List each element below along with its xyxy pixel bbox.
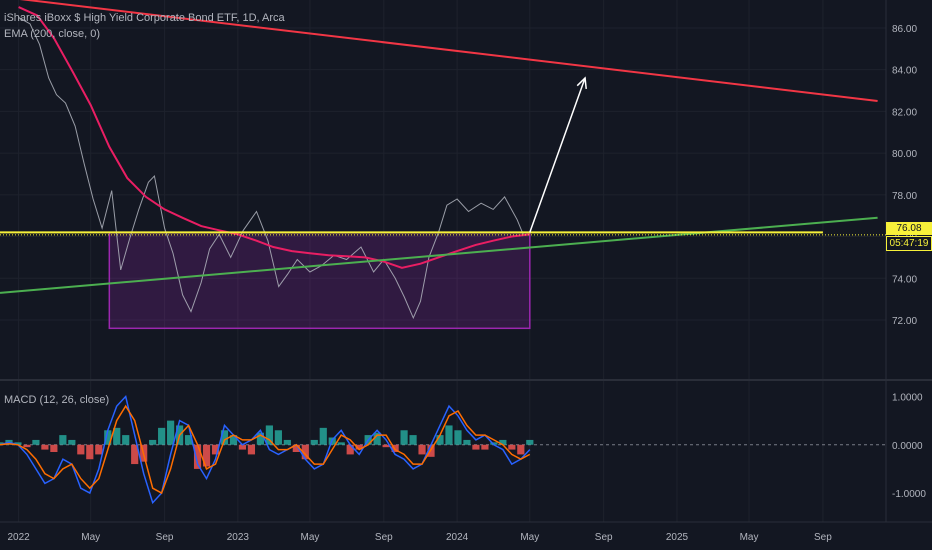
macd-histogram-bar — [202, 444, 211, 467]
macd-histogram-bar — [32, 439, 40, 445]
macd-y-tick-label: -1.0000 — [892, 489, 926, 500]
macd-histogram-bar — [77, 444, 85, 455]
macd-histogram-bar — [445, 425, 453, 445]
x-tick-label: May — [740, 532, 759, 543]
macd-histogram-bar — [265, 425, 273, 445]
macd-histogram-bar — [409, 435, 417, 445]
x-tick-label: Sep — [375, 532, 393, 543]
x-tick-label: May — [520, 532, 539, 543]
macd-histogram-bar — [301, 444, 309, 460]
support-trendline — [0, 216, 878, 294]
macd-histogram-bar — [193, 444, 202, 469]
macd-histogram-bar — [167, 420, 175, 445]
macd-histogram-bar — [149, 439, 157, 445]
arrow-head — [576, 76, 587, 90]
macd-histogram-bar — [499, 439, 507, 445]
macd-histogram-bar — [472, 444, 480, 450]
macd-histogram-bar — [14, 442, 22, 445]
macd-histogram-bar — [184, 435, 193, 445]
macd-histogram-bar — [131, 444, 139, 465]
y-tick-label: 84.00 — [892, 66, 917, 77]
projection-arrow — [529, 77, 586, 233]
x-tick-label: May — [300, 532, 319, 543]
macd-y-tick-label: 0.0000 — [892, 441, 923, 452]
macd-histogram-bar — [481, 444, 489, 450]
macd-histogram-bar — [158, 427, 166, 445]
x-tick-label: Sep — [595, 532, 613, 543]
macd-histogram-bar — [436, 435, 444, 445]
macd-histogram-bar — [310, 439, 318, 445]
macd-histogram-bar — [337, 442, 345, 445]
macd-histogram-bar — [256, 432, 265, 445]
macd-histogram-bar — [346, 444, 354, 455]
macd-histogram-bar — [229, 435, 238, 445]
x-tick-label: Sep — [156, 532, 174, 543]
y-tick-label: 80.00 — [892, 149, 917, 160]
macd-histogram-bar — [373, 432, 381, 445]
y-tick-label: 82.00 — [892, 107, 917, 118]
chart-title: iShares iBoxx $ High Yield Corporate Bon… — [4, 12, 285, 24]
macd-y-tick-label: 1.0000 — [892, 392, 923, 403]
macd-histogram-bar — [319, 427, 327, 445]
macd-histogram-bar — [59, 435, 67, 445]
macd-histogram-bar — [95, 444, 103, 455]
macd-histogram-bar — [50, 444, 58, 452]
x-tick-label: 2025 — [666, 532, 689, 543]
macd-histogram-bar — [418, 444, 426, 455]
macd-histogram-bar — [526, 439, 534, 445]
macd-histogram-bar — [382, 444, 390, 448]
bar-countdown-label: 05:47:19 — [886, 236, 932, 251]
y-tick-label: 74.00 — [892, 274, 917, 285]
macd-histogram-bar — [41, 444, 49, 450]
macd-histogram-bar — [247, 444, 256, 455]
x-tick-label: May — [81, 532, 100, 543]
macd-histogram-bar — [220, 430, 229, 445]
macd-histogram-bar — [238, 444, 247, 450]
macd-histogram-bar — [355, 444, 363, 450]
macd-histogram-bar — [86, 444, 94, 460]
macd-histogram-bar — [113, 427, 121, 445]
macd-histogram-bar — [283, 439, 291, 445]
ema-legend: EMA (200, close, 0) — [4, 28, 100, 40]
x-tick-label: Sep — [814, 532, 832, 543]
macd-histogram-bar — [463, 439, 471, 445]
macd-histogram-bar — [400, 430, 408, 445]
range-box — [108, 231, 531, 330]
macd-histogram-bar — [508, 444, 516, 450]
y-tick-label: 72.00 — [892, 316, 917, 327]
macd-histogram-bar — [68, 439, 76, 445]
macd-legend: MACD (12, 26, close) — [4, 394, 110, 406]
x-tick-label: 2024 — [446, 532, 469, 543]
price-line — [18, 17, 530, 320]
macd-histogram-bar — [104, 430, 112, 445]
macd-histogram-bar — [292, 444, 300, 452]
macd-histogram-bar — [122, 435, 130, 445]
macd-histogram-bar — [211, 444, 220, 455]
macd-histogram-bar — [517, 444, 525, 455]
macd-histogram-bar — [274, 430, 282, 445]
y-tick-label: 78.00 — [892, 191, 917, 202]
macd-histogram-bar — [23, 444, 31, 448]
resistance-trendline — [19, 0, 878, 102]
macd-line — [0, 394, 531, 505]
x-tick-label: 2022 — [7, 532, 30, 543]
y-tick-label: 86.00 — [892, 24, 917, 35]
last-price-label: 76.08 — [886, 222, 932, 235]
macd-histogram-bar — [454, 430, 462, 445]
x-tick-label: 2023 — [227, 532, 250, 543]
signal-line — [0, 404, 531, 495]
macd-histogram-bar — [490, 442, 498, 445]
